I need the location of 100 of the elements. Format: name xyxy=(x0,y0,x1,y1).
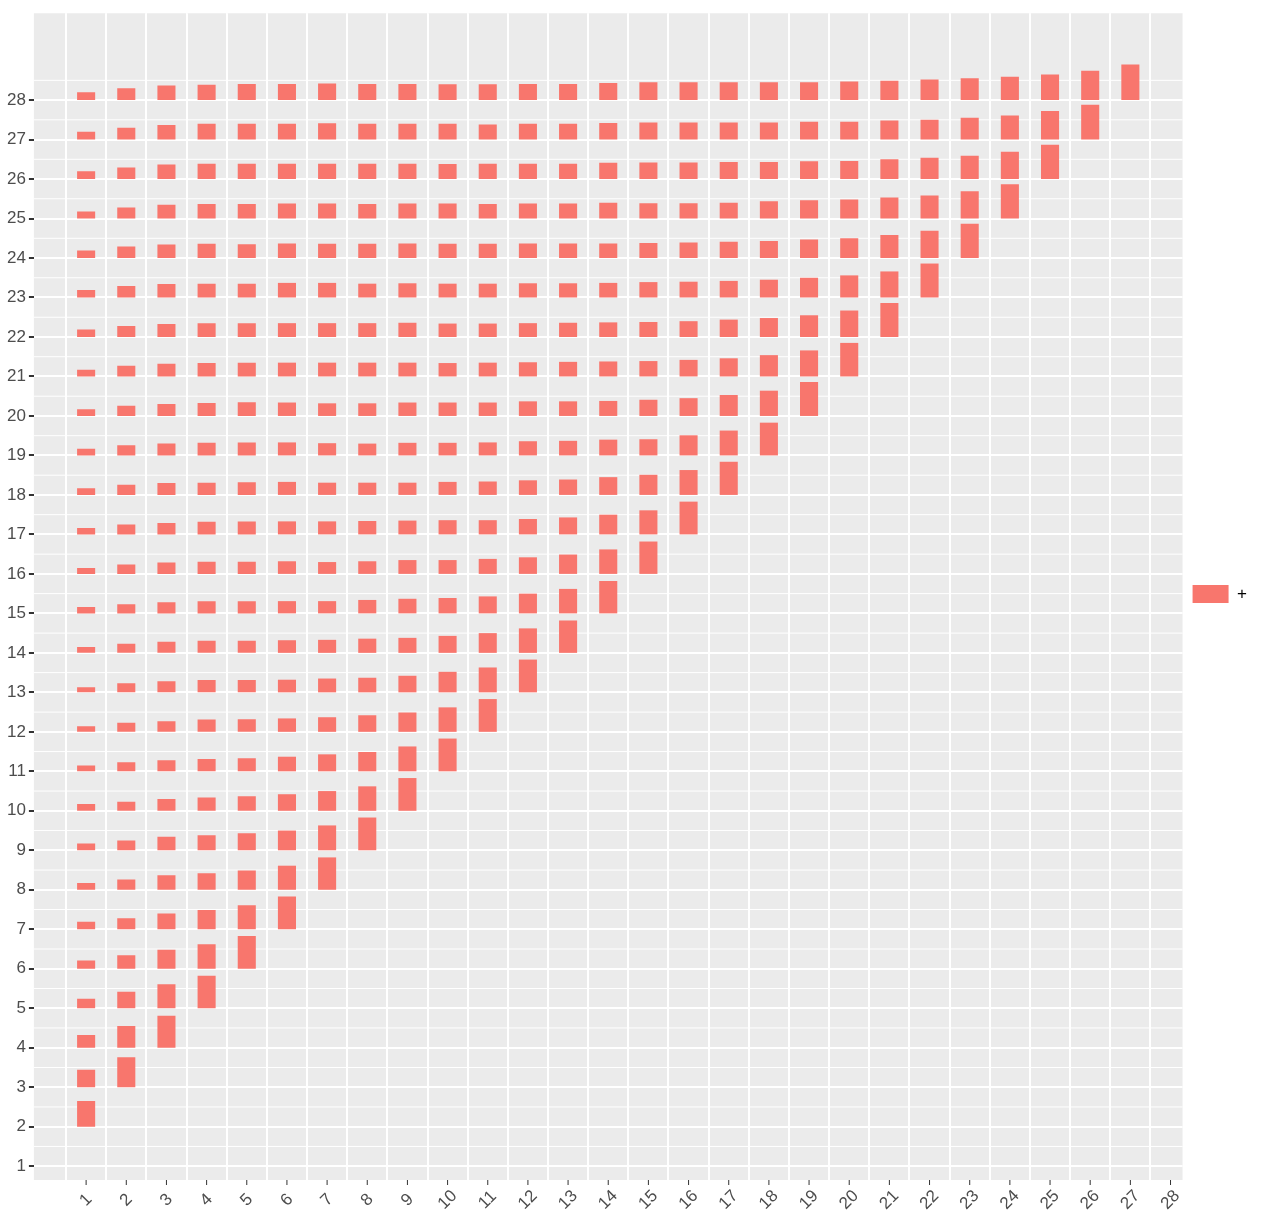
bar xyxy=(197,873,216,890)
y-tick-label: 28 xyxy=(6,89,26,109)
bar xyxy=(157,760,176,772)
bar xyxy=(518,203,537,219)
x-tick-label: 26 xyxy=(1076,1186,1104,1213)
bar xyxy=(438,123,457,140)
y-tick-label: 6 xyxy=(16,958,26,978)
bar xyxy=(599,549,618,574)
x-tick-label: 11 xyxy=(474,1186,501,1213)
bar xyxy=(318,323,337,337)
bar xyxy=(77,329,96,337)
bar xyxy=(277,123,296,140)
bar xyxy=(398,675,417,693)
x-tick-label: 23 xyxy=(955,1186,983,1213)
bar xyxy=(438,635,457,653)
bar xyxy=(157,323,176,337)
bar xyxy=(1081,70,1100,101)
bar xyxy=(318,601,337,614)
bar xyxy=(478,323,497,337)
bar xyxy=(398,520,417,535)
bar xyxy=(719,395,738,416)
bar xyxy=(117,365,136,377)
bar xyxy=(157,641,176,653)
bar xyxy=(759,390,778,416)
bar xyxy=(960,117,979,140)
bar xyxy=(719,241,738,259)
x-tick-label: 12 xyxy=(513,1186,541,1213)
bar xyxy=(599,581,618,614)
y-tick-label: 27 xyxy=(6,129,26,149)
bar xyxy=(197,84,216,101)
bar xyxy=(318,562,337,574)
bar xyxy=(237,442,256,456)
bar xyxy=(237,640,256,653)
bar xyxy=(679,359,698,377)
bar xyxy=(77,289,96,298)
bar xyxy=(880,271,899,298)
bar xyxy=(559,440,578,456)
bar xyxy=(197,363,216,377)
bar xyxy=(237,796,256,811)
bar xyxy=(77,687,96,693)
x-tick-label: 20 xyxy=(835,1186,863,1213)
bar xyxy=(518,123,537,140)
bar xyxy=(398,322,417,337)
bar xyxy=(398,203,417,219)
x-tick-label: 7 xyxy=(316,1189,337,1210)
bar xyxy=(438,520,457,535)
bar xyxy=(559,361,578,377)
bar xyxy=(77,726,96,732)
bar xyxy=(237,283,256,298)
bar xyxy=(518,283,537,298)
y-tick-label: 7 xyxy=(16,918,26,938)
bar xyxy=(237,521,256,535)
bar xyxy=(800,350,819,377)
bar xyxy=(920,79,939,101)
bar xyxy=(800,82,819,101)
x-tick-label: 18 xyxy=(754,1186,782,1213)
bar xyxy=(318,243,337,259)
bar xyxy=(277,83,296,101)
bar xyxy=(277,718,296,732)
bar xyxy=(719,280,738,298)
bar xyxy=(1000,115,1019,140)
bar xyxy=(599,322,618,337)
bar xyxy=(800,277,819,298)
bar xyxy=(237,935,256,969)
y-tick-label: 12 xyxy=(6,721,26,741)
bar xyxy=(599,400,618,416)
bar xyxy=(679,470,698,495)
bar xyxy=(237,719,256,732)
bar xyxy=(398,482,417,495)
bar xyxy=(197,442,216,456)
bar xyxy=(840,310,859,337)
bar xyxy=(398,778,417,811)
x-tick-label: 27 xyxy=(1116,1186,1144,1213)
bar xyxy=(599,83,618,101)
x-tick-label: 3 xyxy=(155,1189,176,1210)
bar xyxy=(117,1057,136,1088)
bar xyxy=(518,480,537,495)
bar xyxy=(759,201,778,219)
y-tick-label: 14 xyxy=(6,642,26,662)
bar xyxy=(800,239,819,259)
bar xyxy=(960,191,979,219)
bar xyxy=(599,202,618,219)
bar xyxy=(398,402,417,416)
bar xyxy=(478,362,497,377)
bar xyxy=(318,482,337,495)
bar xyxy=(358,163,377,180)
bar xyxy=(117,564,136,574)
y-tick-label: 10 xyxy=(6,800,26,820)
bar xyxy=(840,121,859,140)
bar xyxy=(599,122,618,140)
bar xyxy=(197,680,216,693)
bar xyxy=(157,404,176,416)
bar xyxy=(398,442,417,456)
y-tick-label: 20 xyxy=(6,405,26,425)
bar xyxy=(157,602,176,614)
bar xyxy=(599,477,618,495)
bar xyxy=(157,984,176,1009)
bar xyxy=(318,163,337,180)
bar xyxy=(840,238,859,259)
bar xyxy=(398,362,417,377)
